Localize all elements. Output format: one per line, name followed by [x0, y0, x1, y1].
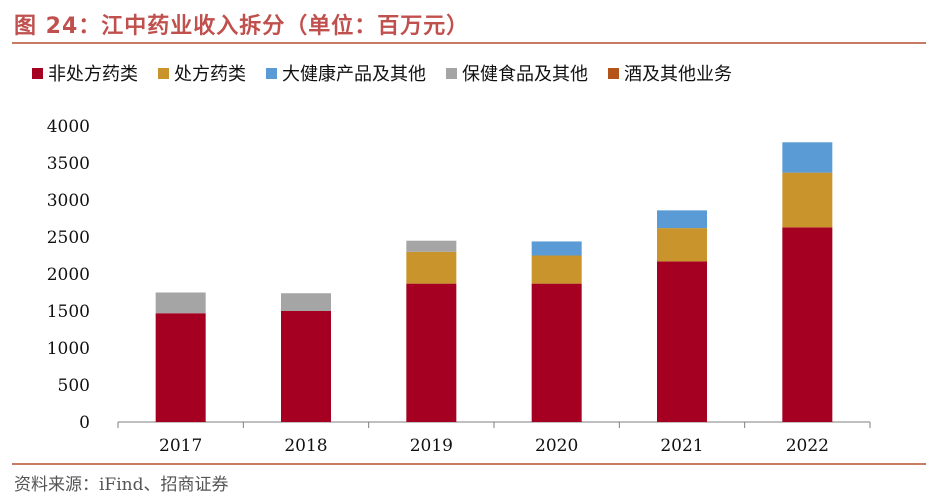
legend-label-otc: 非处方药类 [48, 64, 138, 85]
y-tick-label: 4000 [47, 117, 90, 137]
legend-item-health-products: 大健康产品及其他 [266, 60, 426, 86]
legend-label-health-food: 保健食品及其他 [462, 64, 588, 85]
y-tick-label: 2000 [47, 265, 90, 285]
legend-label-liquor: 酒及其他业务 [624, 64, 732, 85]
legend-swatch-health-products [266, 67, 277, 79]
bar-segment-series-2-2021 [657, 210, 707, 229]
y-tick-label: 2500 [47, 228, 90, 248]
x-tick-label: 2018 [284, 436, 327, 456]
legend-item-otc: 非处方药类 [32, 60, 138, 86]
legend-swatch-rx [158, 67, 169, 79]
source-divider [12, 463, 926, 465]
x-tick-label: 2022 [786, 436, 829, 456]
y-tick-label: 1000 [47, 339, 90, 359]
y-tick-label: 1500 [47, 302, 90, 322]
bar-segment-series-0-2021 [657, 261, 707, 422]
bar-segment-series-0-2019 [406, 283, 457, 422]
bar-segment-series-3-2017 [155, 292, 206, 314]
legend-swatch-otc [32, 67, 43, 79]
legend-item-rx: 处方药类 [158, 60, 246, 86]
y-tick-label: 500 [58, 376, 90, 396]
bar-segment-series-0-2018 [281, 311, 331, 422]
legend-label-health-products: 大健康产品及其他 [282, 64, 426, 85]
bar-segment-series-1-2019 [406, 251, 457, 284]
legend-label-rx: 处方药类 [174, 64, 246, 85]
chart-title: 图 24：江中药业收入拆分（单位：百万元） [14, 14, 470, 39]
title-divider [12, 42, 926, 44]
bar-segment-series-1-2021 [657, 228, 707, 262]
bar-segment-series-0-2022 [782, 227, 833, 422]
legend-item-liquor: 酒及其他业务 [608, 60, 732, 86]
legend-item-health-food: 保健食品及其他 [446, 60, 588, 86]
y-tick-label: 3000 [47, 191, 90, 211]
x-tick-label: 2019 [410, 436, 453, 456]
x-tick-label: 2021 [660, 436, 703, 456]
bar-segment-series-3-2018 [281, 293, 331, 311]
bar-segment-series-2-2022 [782, 142, 833, 173]
bar-segment-series-0-2020 [531, 283, 582, 422]
x-tick-label: 2017 [159, 436, 202, 456]
bar-segment-series-2-2020 [531, 241, 582, 256]
chart-legend: 非处方药类 处方药类 大健康产品及其他 保健食品及其他 酒及其他业务 [32, 60, 752, 86]
x-tick-label: 2020 [535, 436, 578, 456]
bar-segment-series-1-2022 [782, 172, 833, 228]
y-tick-label: 3500 [47, 154, 90, 174]
y-tick-label: 0 [79, 413, 90, 433]
bar-segment-series-0-2017 [155, 313, 206, 422]
bar-segment-series-1-2020 [531, 255, 582, 284]
source-note: 资料来源：iFind、招商证券 [14, 475, 229, 495]
legend-swatch-liquor [608, 67, 619, 79]
bar-segment-series-3-2019 [406, 240, 457, 252]
legend-swatch-health-food [446, 67, 457, 79]
